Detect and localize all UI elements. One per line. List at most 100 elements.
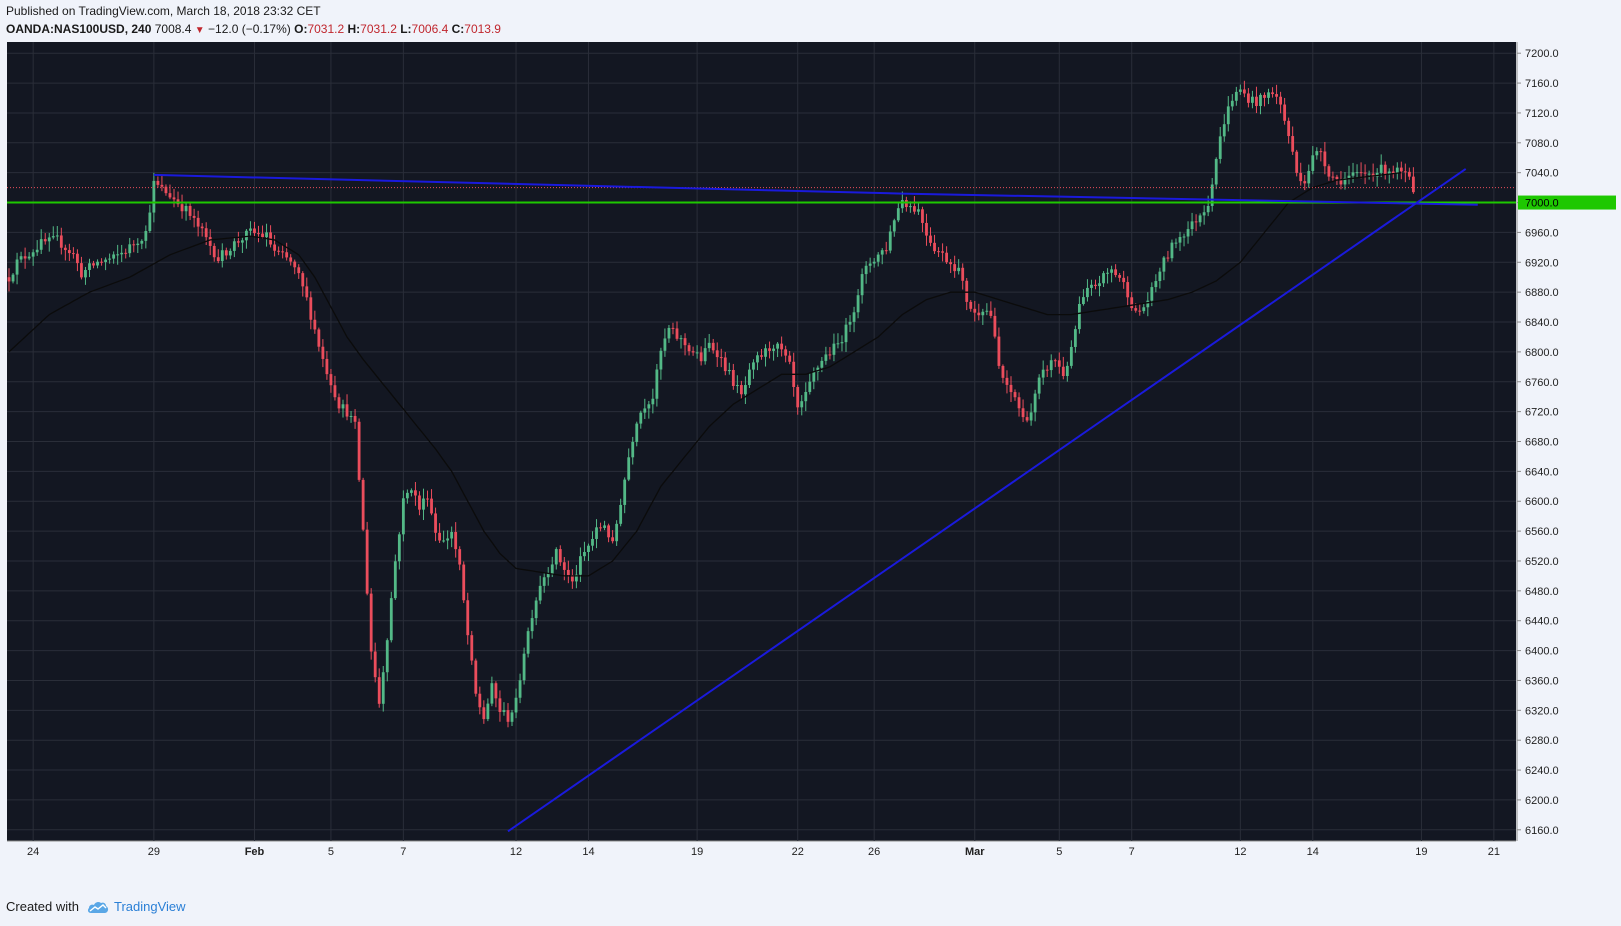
candle-body[interactable]	[896, 208, 900, 221]
candle-body[interactable]	[1057, 360, 1061, 367]
candle-body[interactable]	[43, 239, 47, 242]
candle-body[interactable]	[393, 561, 397, 599]
candle-body[interactable]	[196, 217, 200, 227]
candle-body[interactable]	[623, 479, 627, 505]
candle-body[interactable]	[1303, 181, 1307, 184]
candle-body[interactable]	[776, 343, 780, 349]
candle-body[interactable]	[522, 653, 526, 681]
candle-body[interactable]	[1094, 284, 1097, 287]
candle-body[interactable]	[711, 342, 715, 351]
candle-body[interactable]	[369, 593, 373, 652]
candle-body[interactable]	[1182, 236, 1186, 238]
candle-body[interactable]	[112, 254, 116, 259]
candle-body[interactable]	[414, 490, 417, 496]
candle-body[interactable]	[699, 352, 703, 362]
candle-body[interactable]	[659, 350, 663, 370]
candle-body[interactable]	[832, 343, 836, 355]
candle-body[interactable]	[1041, 369, 1045, 378]
candle-body[interactable]	[1411, 176, 1415, 193]
candle-body[interactable]	[309, 297, 313, 320]
price-axis[interactable]	[1517, 42, 1621, 841]
candle-body[interactable]	[768, 348, 771, 351]
candle-body[interactable]	[579, 556, 582, 575]
candle-body[interactable]	[1130, 297, 1134, 309]
candle-body[interactable]	[518, 680, 522, 698]
candle-body[interactable]	[232, 241, 236, 251]
candle-body[interactable]	[466, 600, 470, 636]
candle-body[interactable]	[1403, 171, 1407, 173]
candle-body[interactable]	[160, 184, 164, 187]
candle-body[interactable]	[1271, 92, 1274, 95]
candle-body[interactable]	[325, 358, 329, 375]
candle-body[interactable]	[619, 504, 623, 524]
candle-body[interactable]	[961, 267, 965, 281]
candle-body[interactable]	[1355, 172, 1359, 174]
candle-body[interactable]	[188, 205, 192, 216]
candle-body[interactable]	[1307, 170, 1311, 184]
candle-body[interactable]	[860, 274, 864, 296]
candle-body[interactable]	[731, 369, 735, 386]
candle-body[interactable]	[1226, 106, 1230, 125]
candle-body[interactable]	[981, 311, 985, 316]
candle-body[interactable]	[345, 404, 349, 417]
candle-body[interactable]	[880, 250, 884, 255]
candle-body[interactable]	[216, 257, 220, 262]
candle-body[interactable]	[51, 236, 55, 238]
candle-body[interactable]	[566, 569, 570, 576]
candle-body[interactable]	[1190, 221, 1194, 230]
candle-body[interactable]	[454, 532, 458, 550]
candle-body[interactable]	[510, 712, 514, 722]
candle-body[interactable]	[949, 262, 953, 265]
candle-body[interactable]	[269, 232, 272, 245]
candle-body[interactable]	[71, 253, 75, 255]
candle-body[interactable]	[780, 343, 784, 350]
candle-body[interactable]	[257, 233, 260, 235]
candle-body[interactable]	[357, 421, 361, 480]
candle-body[interactable]	[1102, 273, 1105, 284]
candle-body[interactable]	[498, 698, 502, 712]
candle-body[interactable]	[1391, 171, 1395, 174]
candle-body[interactable]	[1331, 176, 1335, 178]
candle-body[interactable]	[1086, 287, 1089, 298]
candle-body[interactable]	[1146, 300, 1150, 308]
candle-body[interactable]	[884, 250, 888, 252]
candle-body[interactable]	[490, 683, 494, 704]
candle-body[interactable]	[442, 540, 446, 542]
candle-body[interactable]	[546, 573, 550, 578]
candle-body[interactable]	[1371, 173, 1375, 177]
candle-body[interactable]	[1122, 277, 1126, 283]
candle-body[interactable]	[281, 251, 285, 253]
candle-body[interactable]	[373, 651, 377, 678]
candle-body[interactable]	[538, 585, 542, 601]
candle-body[interactable]	[554, 549, 558, 565]
candle-body[interactable]	[253, 228, 256, 234]
candle-body[interactable]	[812, 371, 816, 382]
candle-body[interactable]	[635, 423, 639, 442]
candle-body[interactable]	[937, 251, 940, 253]
candle-body[interactable]	[1279, 96, 1283, 105]
candle-body[interactable]	[788, 355, 792, 362]
candle-body[interactable]	[430, 498, 433, 514]
candle-body[interactable]	[667, 327, 671, 339]
candle-body[interactable]	[1347, 175, 1351, 178]
candle-body[interactable]	[562, 562, 566, 570]
candle-body[interactable]	[1142, 307, 1146, 312]
candle-body[interactable]	[1210, 184, 1214, 206]
candle-body[interactable]	[1090, 284, 1093, 288]
candle-body[interactable]	[1379, 164, 1383, 173]
candle-body[interactable]	[989, 310, 993, 316]
candle-body[interactable]	[337, 397, 341, 409]
candle-body[interactable]	[1202, 212, 1206, 216]
trend-line[interactable]	[507, 168, 1467, 833]
candle-body[interactable]	[426, 498, 429, 500]
candle-body[interactable]	[1106, 272, 1109, 274]
candle-body[interactable]	[1053, 360, 1057, 362]
candle-body[interactable]	[502, 710, 506, 712]
trend-line[interactable]	[902, 192, 1478, 206]
candle-body[interactable]	[289, 257, 293, 262]
candle-body[interactable]	[969, 301, 973, 309]
candle-body[interactable]	[587, 545, 590, 552]
candle-body[interactable]	[249, 228, 252, 231]
candle-body[interactable]	[1206, 205, 1210, 213]
candle-body[interactable]	[349, 415, 353, 417]
